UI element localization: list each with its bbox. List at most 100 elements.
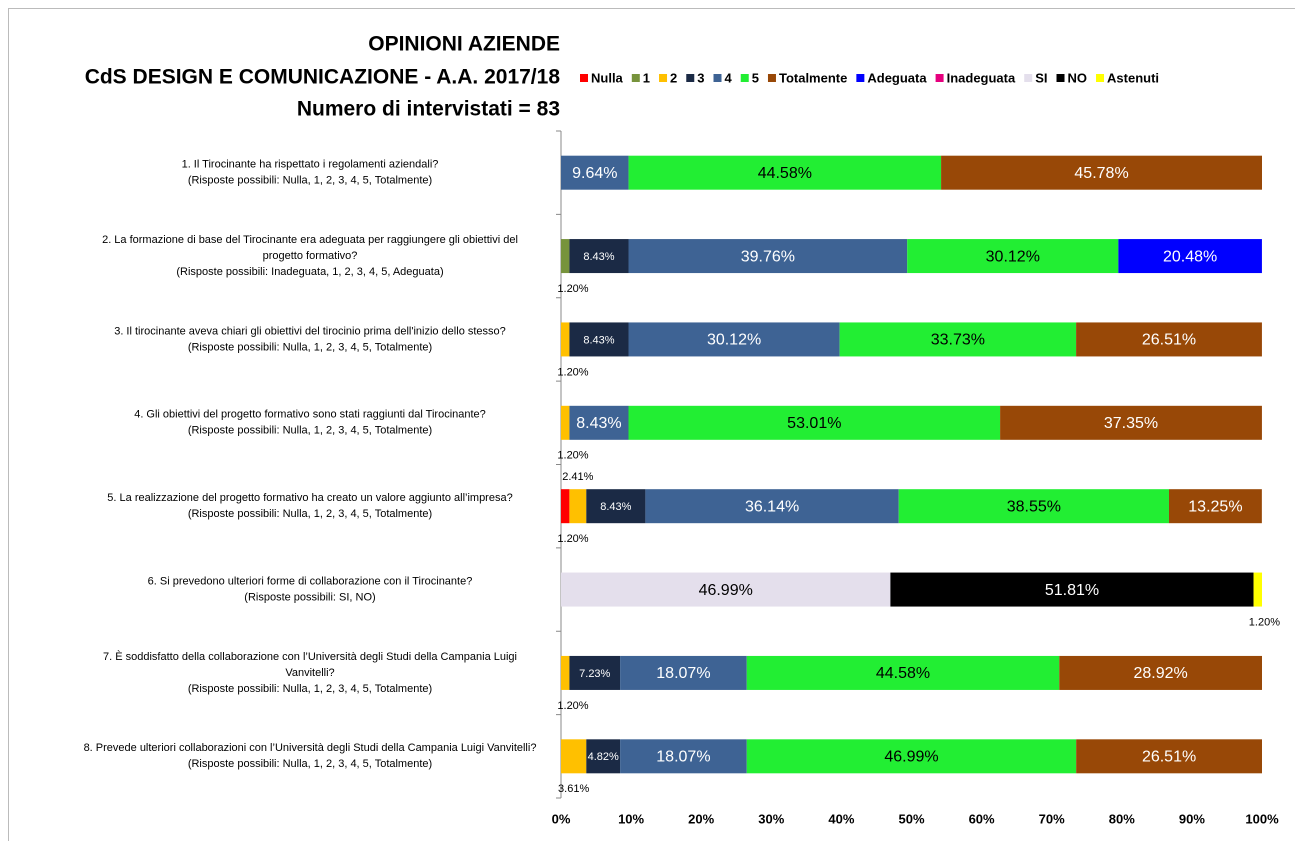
legend-swatch <box>631 74 640 82</box>
bar-segment <box>586 739 621 774</box>
value-label: 9.64% <box>572 165 617 182</box>
legend-label: SI <box>1035 70 1047 85</box>
legend-label: Astenuti <box>1107 70 1159 85</box>
legend-swatch <box>1096 74 1105 82</box>
x-tick-label: 50% <box>898 811 924 826</box>
x-tick-label: 30% <box>758 811 784 826</box>
value-label: 13.25% <box>1188 498 1242 515</box>
bar-segment <box>561 739 587 774</box>
x-tick-label: 80% <box>1109 811 1135 826</box>
x-tick-label: 10% <box>618 811 644 826</box>
legend-swatch <box>856 74 865 82</box>
x-tick-label: 70% <box>1039 811 1065 826</box>
bar-segment <box>569 655 621 690</box>
category-label: Vanvitelli? <box>285 667 334 679</box>
bar-segment <box>890 572 1254 607</box>
value-label: 33.73% <box>931 332 985 349</box>
value-label: 7.23% <box>579 668 610 680</box>
legend-label: Totalmente <box>779 70 847 85</box>
value-label: 46.99% <box>699 582 753 599</box>
bar-segment <box>1076 322 1262 357</box>
legend-label: Adeguata <box>867 70 927 85</box>
bar-segment <box>620 655 747 690</box>
bar-segment <box>907 239 1119 274</box>
value-label: 1.20% <box>1249 616 1280 628</box>
value-label: 1.20% <box>557 700 588 712</box>
value-label: 8.43% <box>583 251 614 263</box>
value-label: 38.55% <box>1007 498 1061 515</box>
category-label: 7. È soddisfatto della collaborazione co… <box>103 650 517 663</box>
legend-swatch <box>1056 74 1065 82</box>
value-label: 46.99% <box>884 749 938 766</box>
legend-label: NO <box>1068 70 1088 85</box>
bar-segment <box>645 489 899 524</box>
legend-swatch <box>767 74 776 82</box>
legend-label: 2 <box>670 70 677 85</box>
value-label: 30.12% <box>986 248 1040 265</box>
legend-swatch <box>686 74 695 82</box>
legend-label: 5 <box>752 70 759 85</box>
x-tick-label: 60% <box>969 811 995 826</box>
bar-segment <box>1253 572 1262 607</box>
category-label: (Risposte possibili: Nulla, 1, 2, 3, 4, … <box>188 341 432 353</box>
category-label: (Risposte possibili: Nulla, 1, 2, 3, 4, … <box>188 758 432 770</box>
category-label: 6. Si prevedono ulteriori forme di colla… <box>148 575 473 587</box>
value-label: 30.12% <box>707 332 761 349</box>
value-label: 18.07% <box>656 665 710 682</box>
legend-swatch <box>580 74 588 82</box>
legend-label: Inadeguata <box>947 70 1016 85</box>
legend-swatch <box>659 74 668 82</box>
bar-segment <box>628 405 1001 440</box>
legend-label: 1 <box>643 70 650 85</box>
value-label: 20.48% <box>1163 248 1217 265</box>
bar-segment <box>628 239 908 274</box>
bar-segment <box>839 322 1077 357</box>
value-label: 2.41% <box>562 471 593 483</box>
x-tick-label: 100% <box>1245 811 1279 826</box>
value-label: 8.43% <box>583 334 614 346</box>
category-label: 2. La formazione di base del Tirocinante… <box>102 234 518 246</box>
bar-segment <box>746 655 1060 690</box>
value-label: 51.81% <box>1045 582 1099 599</box>
value-label: 44.58% <box>876 665 930 682</box>
bar-segment <box>561 489 570 524</box>
value-label: 44.58% <box>758 165 812 182</box>
value-label: 1.20% <box>557 533 588 545</box>
x-tick-label: 90% <box>1179 811 1205 826</box>
chart-title: CdS DESIGN E COMUNICAZIONE - A.A. 2017/1… <box>85 66 561 89</box>
x-tick-label: 40% <box>828 811 854 826</box>
bar-segment <box>1168 489 1262 524</box>
category-label: (Risposte possibili: Nulla, 1, 2, 3, 4, … <box>188 508 432 520</box>
bar-segment <box>569 489 587 524</box>
value-label: 3.61% <box>558 783 589 795</box>
value-label: 1.20% <box>557 366 588 378</box>
value-label: 36.14% <box>745 498 799 515</box>
legend-label: 3 <box>697 70 704 85</box>
value-label: 26.51% <box>1142 332 1196 349</box>
value-label: 45.78% <box>1074 165 1128 182</box>
x-tick-label: 20% <box>688 811 714 826</box>
bar-segment <box>898 489 1169 524</box>
value-label: 4.82% <box>588 751 619 763</box>
bar-segment <box>586 489 646 524</box>
x-tick-label: 0% <box>552 811 571 826</box>
bar-segment <box>1000 405 1262 440</box>
category-label: progetto formativo? <box>263 250 358 262</box>
value-label: 37.35% <box>1104 415 1158 432</box>
chart-title: OPINIONI AZIENDE <box>368 33 560 56</box>
category-label: (Risposte possibili: SI, NO) <box>244 591 375 603</box>
bar-segment <box>569 405 629 440</box>
bar-segment <box>1076 739 1262 774</box>
legend-swatch <box>1024 74 1033 82</box>
bar-segment <box>620 739 747 774</box>
bar-segment <box>561 155 629 190</box>
bar-segment <box>746 739 1077 774</box>
legend-swatch <box>935 74 944 82</box>
category-label: 3. Il tirocinante aveva chiari gli obiet… <box>114 325 506 337</box>
value-label: 8.43% <box>576 415 621 432</box>
bar-segment <box>628 322 840 357</box>
legend-label: Nulla <box>591 70 624 85</box>
value-label: 39.76% <box>741 248 795 265</box>
category-label: (Risposte possibili: Nulla, 1, 2, 3, 4, … <box>188 175 432 187</box>
